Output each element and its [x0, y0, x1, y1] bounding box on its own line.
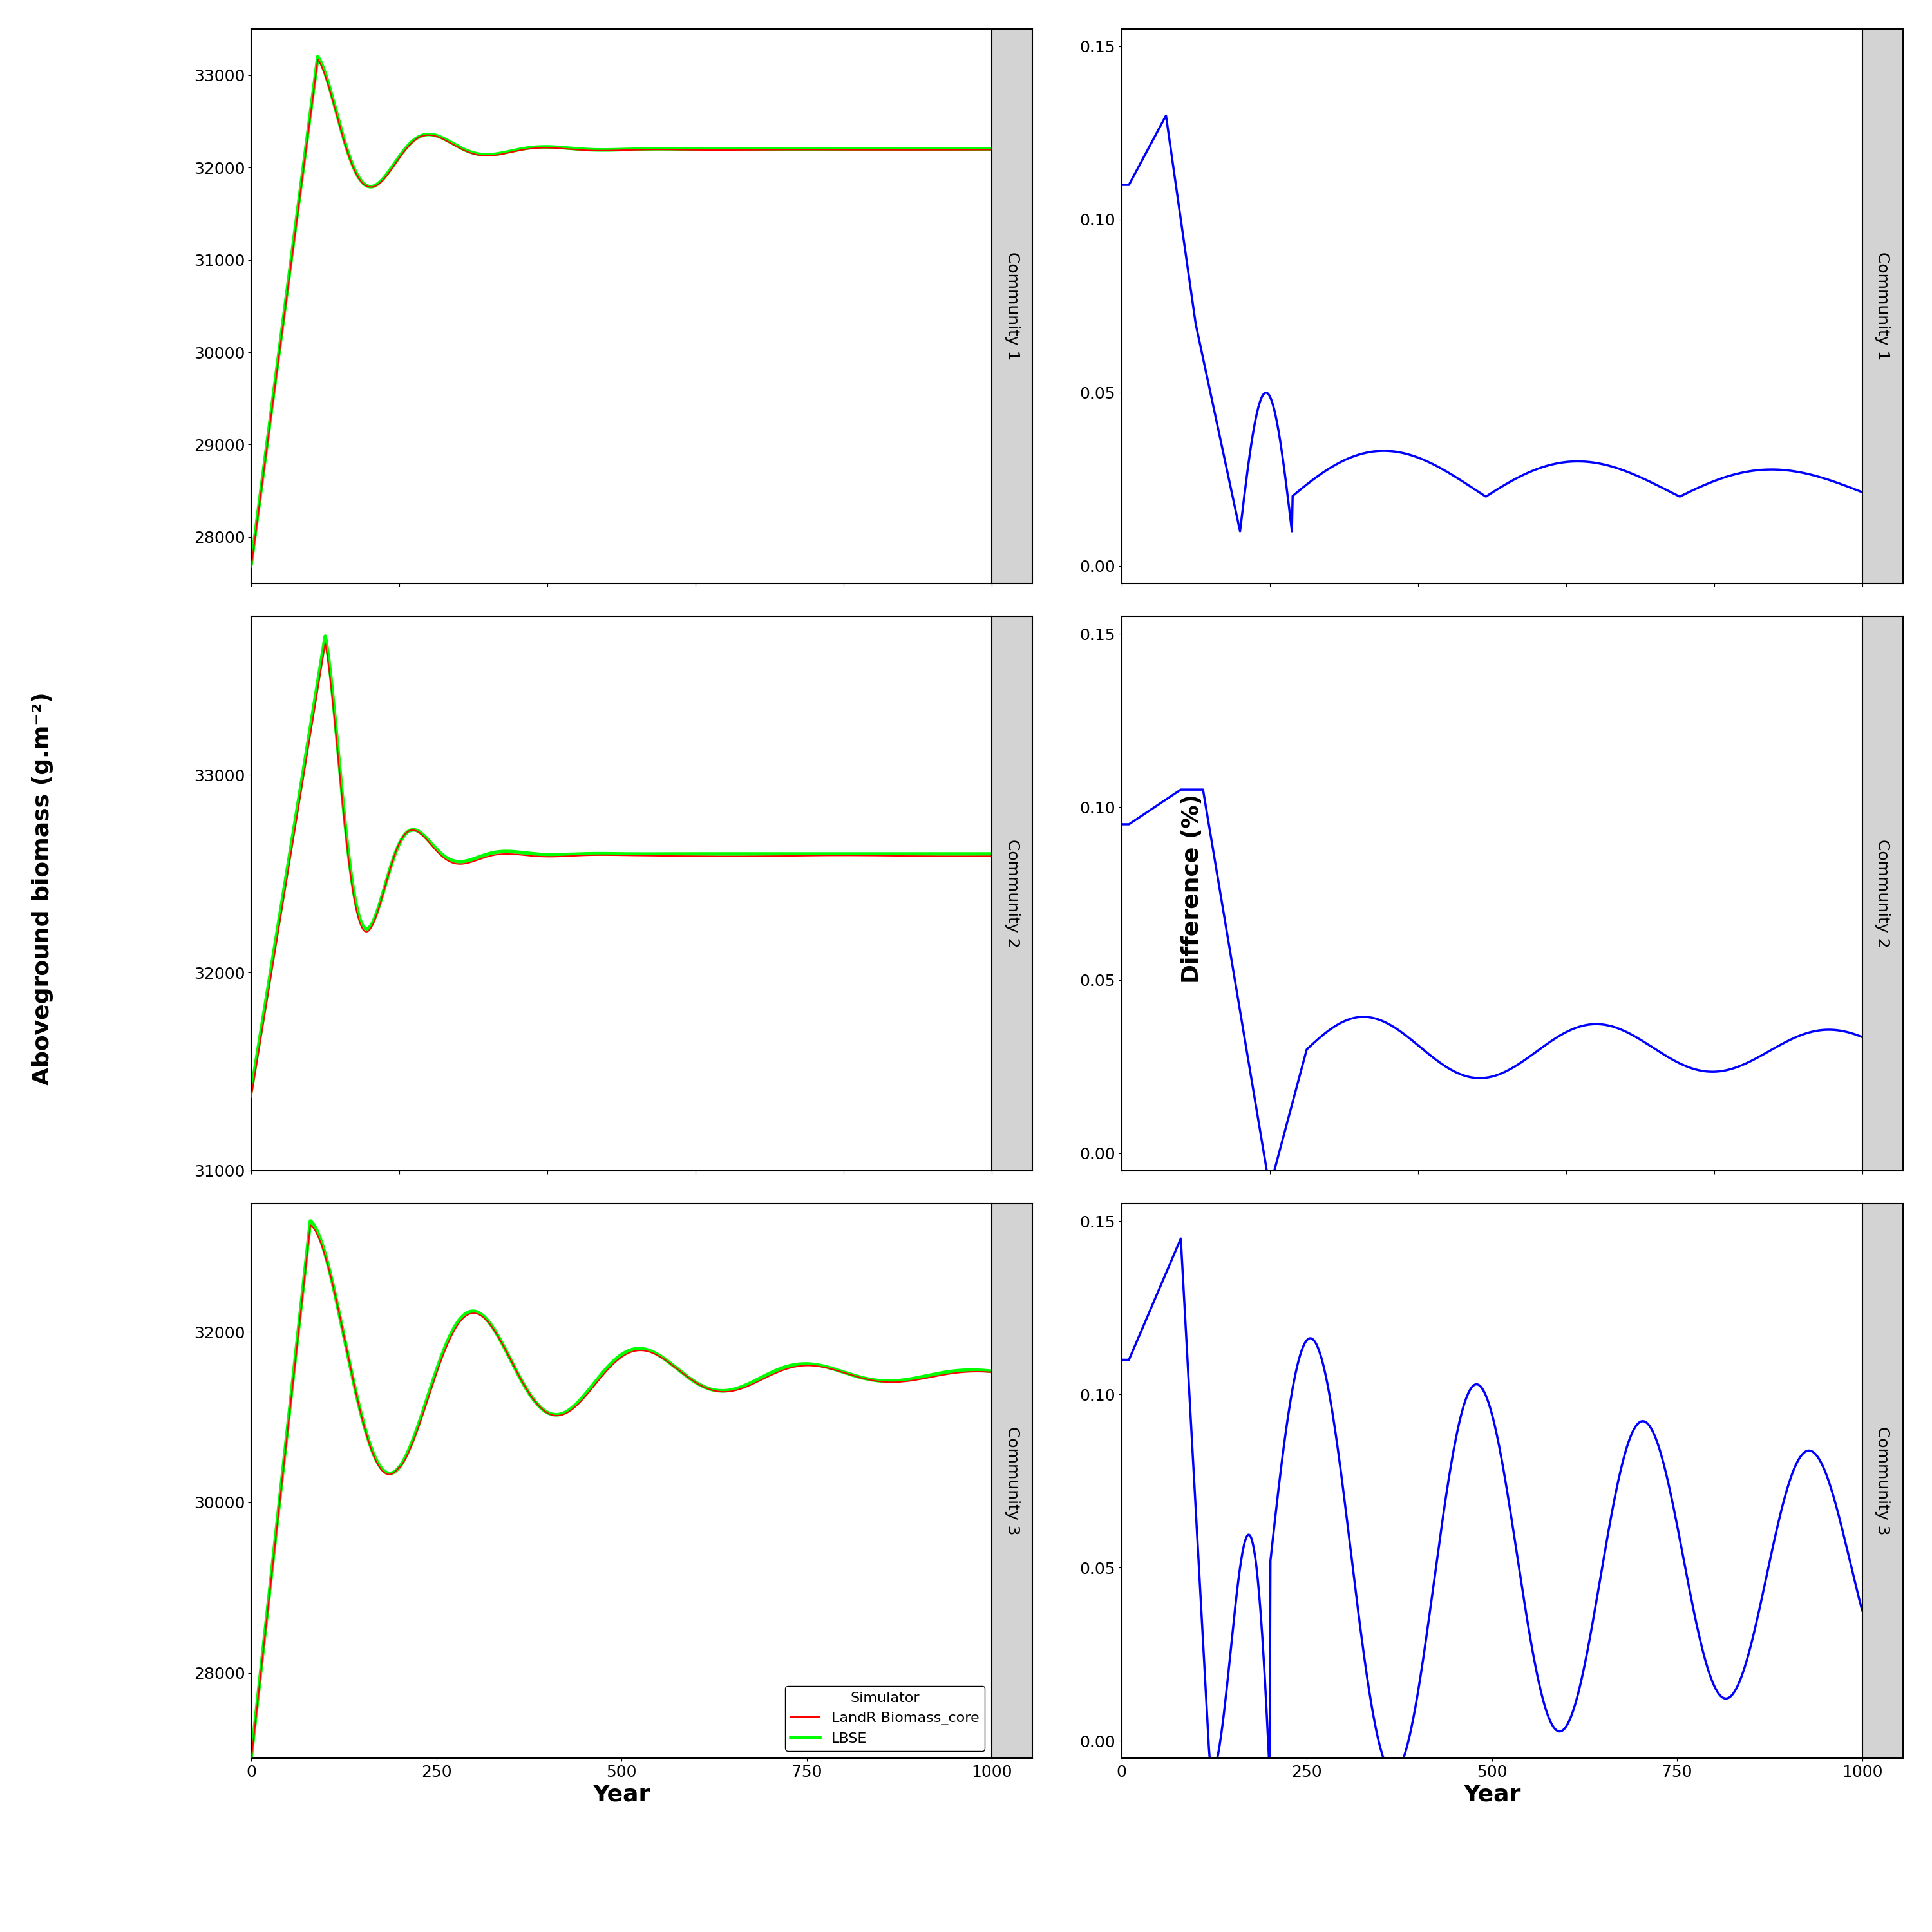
- Text: Community 2: Community 2: [1874, 838, 1889, 949]
- X-axis label: Year: Year: [593, 1783, 651, 1804]
- Text: Aboveground biomass (g.m⁻²): Aboveground biomass (g.m⁻²): [31, 692, 54, 1086]
- Text: Community 1: Community 1: [1874, 251, 1889, 361]
- Text: Community 3: Community 3: [1874, 1426, 1889, 1536]
- Text: Community 1: Community 1: [1005, 251, 1020, 361]
- X-axis label: Year: Year: [1463, 1783, 1520, 1804]
- Text: Difference (%): Difference (%): [1180, 794, 1204, 983]
- Text: Community 2: Community 2: [1005, 838, 1020, 949]
- Legend: LandR Biomass_core, LBSE: LandR Biomass_core, LBSE: [784, 1687, 985, 1750]
- Text: Community 3: Community 3: [1005, 1426, 1020, 1536]
